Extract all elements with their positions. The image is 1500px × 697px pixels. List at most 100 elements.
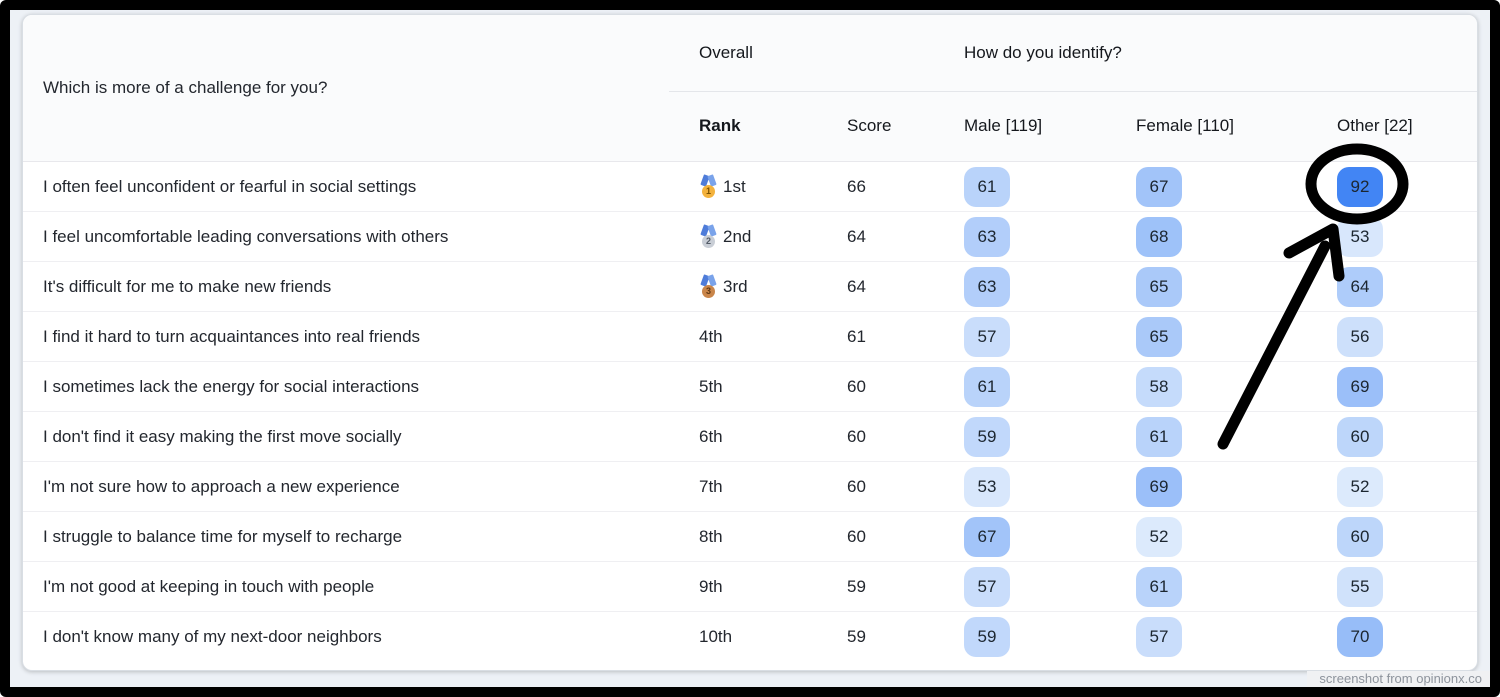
score-cell: 64 — [847, 276, 866, 296]
rank-cell: 3 3rd — [699, 274, 847, 298]
rank-cell: 4th — [699, 327, 847, 347]
other-cell: 53 — [1337, 216, 1457, 257]
table-row[interactable]: I feel uncomfortable leading conversatio… — [23, 212, 1477, 262]
row-question: I often feel unconfident or fearful in s… — [43, 176, 417, 196]
female-cell: 52 — [1136, 516, 1337, 557]
male-score-badge: 53 — [964, 466, 1010, 507]
score-cell: 60 — [847, 426, 866, 446]
row-question: I don't find it easy making the first mo… — [43, 426, 402, 446]
rank-label: 7th — [699, 476, 723, 496]
male-cell: 61 — [964, 166, 1136, 207]
rank-label: 6th — [699, 426, 723, 446]
female-cell: 69 — [1136, 466, 1337, 507]
column-header-male: Male [119] — [964, 116, 1043, 135]
row-question: It's difficult for me to make new friend… — [43, 276, 332, 296]
rank-cell: 6th — [699, 427, 847, 447]
column-header-rank: Rank — [699, 116, 741, 135]
rank-label: 10th — [699, 627, 733, 646]
male-cell: 61 — [964, 366, 1136, 407]
rank-cell: 10th — [699, 627, 847, 647]
female-score-badge: 61 — [1136, 566, 1182, 607]
male-cell: 59 — [964, 617, 1136, 657]
male-cell: 53 — [964, 466, 1136, 507]
male-score-badge: 63 — [964, 216, 1010, 257]
male-cell: 67 — [964, 516, 1136, 557]
rank-label: 5th — [699, 376, 723, 396]
watermark: screenshot from opinionx.co — [1307, 671, 1490, 687]
other-score-badge: 55 — [1337, 566, 1383, 607]
female-cell: 58 — [1136, 366, 1337, 407]
male-score-badge: 59 — [964, 617, 1010, 657]
other-cell: 56 — [1337, 316, 1457, 357]
table-row[interactable]: I sometimes lack the energy for social i… — [23, 362, 1477, 412]
male-score-badge: 57 — [964, 316, 1010, 357]
female-cell: 61 — [1136, 416, 1337, 457]
bronze-medal-icon: 3 — [699, 274, 718, 298]
question-column-header: Which is more of a challenge for you? — [43, 78, 328, 97]
table-header: Which is more of a challenge for you? Ov… — [23, 15, 1477, 162]
table-row[interactable]: I often feel unconfident or fearful in s… — [23, 162, 1477, 212]
male-score-badge: 57 — [964, 566, 1010, 607]
table-row[interactable]: I don't find it easy making the first mo… — [23, 412, 1477, 462]
other-score-badge: 70 — [1337, 617, 1383, 657]
score-cell: 60 — [847, 526, 866, 546]
other-score-badge: 60 — [1337, 516, 1383, 557]
column-header-female: Female [110] — [1136, 116, 1234, 135]
male-cell: 57 — [964, 566, 1136, 607]
female-score-badge: 68 — [1136, 216, 1182, 257]
male-cell: 63 — [964, 216, 1136, 257]
group-header-overall: Overall — [699, 43, 753, 62]
male-cell: 63 — [964, 266, 1136, 307]
table-row[interactable]: I'm not good at keeping in touch with pe… — [23, 562, 1477, 612]
column-header-score: Score — [847, 116, 892, 135]
score-cell: 64 — [847, 226, 866, 246]
other-cell: 64 — [1337, 266, 1457, 307]
female-score-badge: 67 — [1136, 166, 1182, 207]
male-score-badge: 61 — [964, 366, 1010, 407]
score-cell: 59 — [847, 576, 866, 596]
rank-cell: 9th — [699, 577, 847, 597]
row-question: I feel uncomfortable leading conversatio… — [43, 226, 449, 246]
other-score-badge: 52 — [1337, 466, 1383, 507]
row-question: I'm not good at keeping in touch with pe… — [43, 576, 375, 596]
male-cell: 57 — [964, 316, 1136, 357]
female-cell: 61 — [1136, 566, 1337, 607]
other-cell: 60 — [1337, 416, 1457, 457]
row-question: I'm not sure how to approach a new exper… — [43, 476, 400, 496]
male-cell: 59 — [964, 416, 1136, 457]
score-cell: 60 — [847, 476, 866, 496]
female-score-badge: 57 — [1136, 617, 1182, 657]
other-score-badge: 64 — [1337, 266, 1383, 307]
female-cell: 67 — [1136, 166, 1337, 207]
other-score-badge: 56 — [1337, 316, 1383, 357]
female-cell: 57 — [1136, 617, 1337, 657]
table-row[interactable]: I struggle to balance time for myself to… — [23, 512, 1477, 562]
other-score-badge: 92 — [1337, 166, 1383, 207]
table-row[interactable]: I find it hard to turn acquaintances int… — [23, 312, 1477, 362]
row-question: I find it hard to turn acquaintances int… — [43, 326, 421, 346]
female-cell: 65 — [1136, 316, 1337, 357]
gold-medal-icon: 1 — [699, 174, 718, 198]
other-cell: 69 — [1337, 366, 1457, 407]
male-score-badge: 67 — [964, 516, 1010, 557]
table-row[interactable]: It's difficult for me to make new friend… — [23, 262, 1477, 312]
page-background: Which is more of a challenge for you? Ov… — [10, 10, 1490, 687]
row-question: I don't know many of my next-door neighb… — [43, 627, 382, 646]
female-score-badge: 65 — [1136, 316, 1182, 357]
female-score-badge: 65 — [1136, 266, 1182, 307]
female-score-badge: 52 — [1136, 516, 1182, 557]
score-cell: 60 — [847, 376, 866, 396]
other-score-badge: 69 — [1337, 366, 1383, 407]
silver-medal-icon: 2 — [699, 224, 718, 248]
header-group-divider — [669, 91, 1477, 92]
rank-cell: 7th — [699, 477, 847, 497]
male-score-badge: 63 — [964, 266, 1010, 307]
female-cell: 68 — [1136, 216, 1337, 257]
female-cell: 65 — [1136, 266, 1337, 307]
rank-cell: 2 2nd — [699, 224, 847, 248]
table-row[interactable]: I don't know many of my next-door neighb… — [23, 612, 1477, 662]
score-cell: 59 — [847, 627, 866, 646]
score-cell: 61 — [847, 326, 866, 346]
table-row[interactable]: I'm not sure how to approach a new exper… — [23, 462, 1477, 512]
